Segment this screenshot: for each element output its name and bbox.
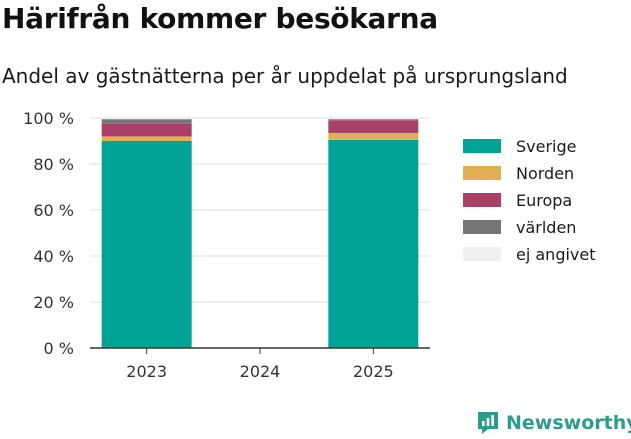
- legend-label: världen: [516, 218, 576, 237]
- bar-segment-världen-2025: [328, 119, 419, 121]
- bar-segment-ej-angivet-2025: [328, 118, 419, 120]
- y-tick-label: 0 %: [44, 339, 74, 358]
- bar-stacks: [101, 118, 419, 348]
- bar-segment-sverige-2023: [101, 141, 192, 348]
- axes: 0 % 20 % 40 % 60 % 80 % 100 % 2023 2024 2025: [23, 109, 430, 381]
- x-tick-label: 2024: [240, 362, 281, 381]
- chart-title: Härifrån kommer besökarna: [2, 2, 438, 35]
- bar-segment-norden-2025: [328, 132, 419, 140]
- legend-label: ej angivet: [516, 245, 596, 264]
- bar-segment-norden-2023: [101, 136, 192, 141]
- bar-segment-europa-2023: [101, 123, 192, 137]
- x-tick-label: 2025: [353, 362, 394, 381]
- brand-logo: Newsworthy: [476, 408, 631, 438]
- y-tick-label: 80 %: [33, 155, 74, 174]
- legend-swatch: [463, 166, 501, 180]
- legend-swatch: [463, 139, 501, 153]
- brand-name: Newsworthy: [506, 412, 631, 434]
- legend-label: Norden: [516, 164, 574, 183]
- bar-segment-världen-2023: [101, 119, 192, 124]
- x-tick-label: 2023: [126, 362, 167, 381]
- newsworthy-logo-icon: [478, 412, 498, 434]
- legend: Sverige Norden Europa världen ej angivet: [463, 137, 596, 264]
- y-tick-label: 60 %: [33, 201, 74, 220]
- y-tick-label: 40 %: [33, 247, 74, 266]
- legend-label: Sverige: [516, 137, 577, 156]
- legend-swatch: [463, 220, 501, 234]
- legend-label: Europa: [516, 191, 572, 210]
- legend-swatch: [463, 247, 501, 261]
- bar-segment-sverige-2025: [328, 139, 419, 348]
- y-tick-label: 20 %: [33, 293, 74, 312]
- bar-segment-ej-angivet-2023: [101, 118, 192, 120]
- y-tick-label: 100 %: [23, 109, 74, 128]
- legend-swatch: [463, 193, 501, 207]
- bar-segment-europa-2025: [328, 120, 419, 133]
- chart-subtitle: Andel av gästnätterna per år uppdelat på…: [2, 64, 568, 88]
